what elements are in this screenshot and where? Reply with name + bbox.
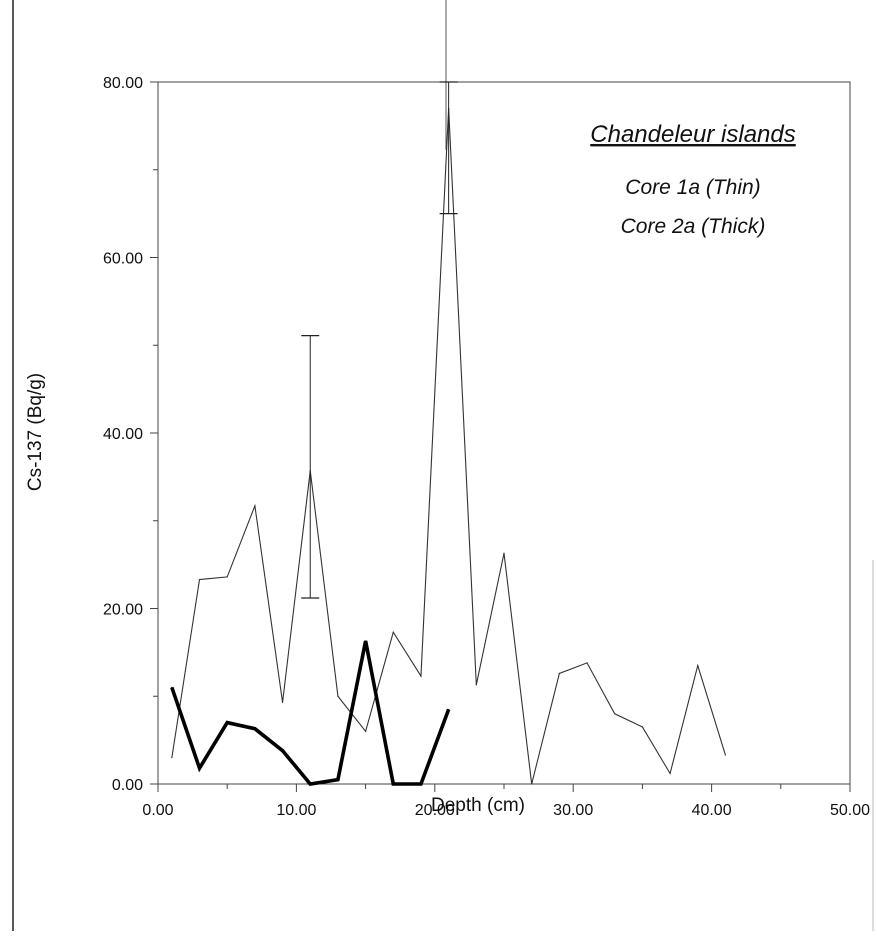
data-point	[226, 576, 228, 578]
data-point	[392, 783, 394, 785]
legend: Chandeleur islands Core 1a (Thin) Core 2…	[590, 121, 795, 238]
y-axis-title: Cs-137 (Bq/g)	[25, 373, 46, 491]
y-tick-label: 80.00	[103, 75, 143, 92]
axis-tick-labels: 0.00 10.00 20.00 30.00 40.00 50.00 0.00 20.00 40…	[103, 75, 870, 819]
data-point	[724, 754, 727, 756]
x-tick-label: 0.00	[142, 802, 173, 819]
data-point	[309, 783, 311, 785]
data-point	[392, 631, 394, 633]
data-point	[503, 552, 505, 554]
x-tick-label: 20.00	[415, 802, 455, 819]
data-point	[337, 779, 339, 781]
data-point	[226, 721, 228, 724]
legend-title: Chandeleur islands	[590, 121, 795, 148]
data-point	[448, 708, 450, 711]
y-tick-label: 60.00	[103, 251, 143, 268]
axis-ticks	[150, 81, 851, 792]
x-tick-label: 30.00	[553, 802, 593, 819]
legend-item-core-1a: Core 1a (Thin)	[625, 176, 760, 199]
data-point	[365, 730, 367, 732]
data-point	[365, 640, 367, 642]
y-tick-label: 20.00	[103, 602, 143, 619]
x-tick-label: 10.00	[276, 802, 316, 819]
data-point	[198, 578, 201, 581]
data-point	[254, 505, 256, 507]
data-point	[337, 695, 339, 697]
data-point	[475, 684, 477, 686]
x-tick-label: 50.00	[830, 802, 870, 819]
data-point	[614, 713, 616, 715]
data-point	[171, 757, 173, 759]
data-point	[420, 675, 422, 677]
data-point	[281, 701, 284, 703]
data-point	[558, 672, 560, 675]
data-point	[420, 783, 422, 785]
y-tick-label: 40.00	[103, 426, 143, 443]
data-point	[281, 750, 284, 752]
data-point	[669, 772, 671, 775]
data-point	[254, 728, 256, 730]
y-tick-label: 0.00	[112, 777, 143, 794]
series-line-core-2a	[170, 640, 451, 786]
x-tick-label: 40.00	[692, 802, 732, 819]
data-point	[198, 767, 201, 769]
data-point	[171, 686, 173, 689]
legend-item-core-2a: Core 2a (Thick)	[621, 215, 766, 238]
data-point	[641, 726, 644, 728]
x-axis-title: Depth (cm)	[431, 795, 525, 816]
error-bar-layer	[301, 81, 458, 599]
data-point	[697, 664, 699, 667]
data-point	[586, 662, 588, 664]
data-point	[531, 783, 533, 785]
